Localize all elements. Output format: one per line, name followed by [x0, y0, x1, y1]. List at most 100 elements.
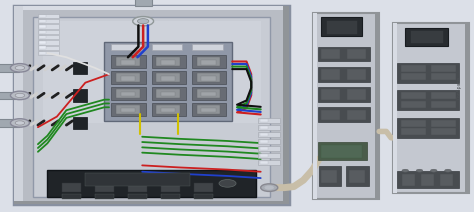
- Bar: [192, 71, 226, 84]
- Bar: [39, 52, 46, 54]
- Bar: [0, 92, 19, 99]
- Bar: [260, 154, 268, 157]
- Bar: [152, 55, 186, 68]
- Circle shape: [264, 186, 274, 190]
- Bar: [431, 128, 456, 135]
- Bar: [258, 153, 280, 158]
- Bar: [393, 23, 397, 193]
- Circle shape: [133, 17, 154, 26]
- Bar: [431, 101, 456, 108]
- Circle shape: [430, 169, 437, 172]
- Bar: [39, 20, 46, 22]
- Bar: [152, 71, 186, 84]
- Circle shape: [10, 91, 29, 100]
- Bar: [128, 194, 147, 199]
- Bar: [111, 44, 142, 50]
- Circle shape: [416, 169, 423, 172]
- Bar: [318, 107, 370, 122]
- Bar: [38, 19, 59, 23]
- Bar: [111, 71, 146, 84]
- Bar: [318, 142, 367, 160]
- Bar: [39, 31, 46, 33]
- Bar: [321, 69, 340, 80]
- Bar: [116, 89, 140, 98]
- Bar: [440, 174, 453, 186]
- Bar: [156, 105, 180, 114]
- Circle shape: [445, 169, 451, 172]
- Bar: [0, 64, 19, 72]
- Bar: [260, 161, 268, 164]
- Bar: [347, 110, 366, 120]
- Bar: [156, 89, 180, 98]
- Bar: [0, 119, 19, 127]
- Bar: [152, 44, 182, 50]
- Bar: [194, 194, 213, 199]
- Bar: [397, 171, 459, 188]
- Bar: [318, 67, 370, 82]
- Bar: [258, 125, 280, 130]
- Bar: [73, 117, 87, 129]
- Bar: [197, 73, 220, 82]
- Bar: [73, 89, 87, 102]
- Bar: [401, 120, 426, 127]
- Circle shape: [402, 169, 409, 172]
- Bar: [397, 63, 459, 83]
- Circle shape: [219, 180, 236, 187]
- Bar: [161, 60, 175, 65]
- Bar: [192, 55, 226, 68]
- Bar: [347, 69, 366, 80]
- Bar: [135, 0, 152, 6]
- Bar: [73, 62, 87, 74]
- Bar: [421, 174, 434, 186]
- Bar: [431, 65, 456, 72]
- Bar: [197, 57, 220, 66]
- Bar: [104, 42, 232, 121]
- Bar: [156, 57, 180, 66]
- Bar: [401, 73, 426, 80]
- Bar: [111, 55, 146, 68]
- Bar: [121, 108, 135, 112]
- Bar: [431, 73, 456, 80]
- Bar: [33, 17, 270, 197]
- Bar: [197, 105, 220, 114]
- Bar: [14, 6, 289, 204]
- Bar: [192, 103, 226, 116]
- Bar: [62, 194, 81, 199]
- Bar: [318, 47, 370, 61]
- Bar: [201, 92, 216, 96]
- Bar: [258, 160, 280, 165]
- Circle shape: [261, 184, 278, 191]
- Bar: [194, 183, 213, 192]
- Bar: [38, 35, 59, 39]
- Bar: [39, 41, 46, 44]
- Bar: [14, 201, 289, 204]
- Bar: [39, 25, 46, 28]
- Bar: [116, 105, 140, 114]
- Bar: [38, 30, 59, 34]
- Bar: [321, 110, 340, 120]
- Bar: [14, 6, 23, 204]
- Bar: [39, 15, 46, 17]
- Bar: [393, 23, 469, 193]
- Bar: [319, 166, 341, 186]
- Bar: [152, 103, 186, 116]
- Bar: [161, 108, 175, 112]
- Bar: [318, 87, 370, 102]
- Bar: [111, 87, 146, 100]
- Bar: [260, 126, 268, 129]
- Circle shape: [137, 19, 149, 24]
- Bar: [321, 145, 362, 158]
- Bar: [347, 89, 366, 100]
- Circle shape: [15, 66, 25, 70]
- Bar: [375, 13, 379, 199]
- Bar: [38, 24, 59, 29]
- Bar: [161, 76, 175, 81]
- Text: ConSpace: ConSpace: [456, 76, 461, 99]
- Bar: [258, 118, 280, 123]
- Bar: [201, 108, 216, 112]
- Bar: [128, 183, 147, 192]
- Bar: [116, 57, 140, 66]
- Bar: [116, 73, 140, 82]
- Bar: [349, 170, 365, 183]
- Circle shape: [15, 121, 25, 125]
